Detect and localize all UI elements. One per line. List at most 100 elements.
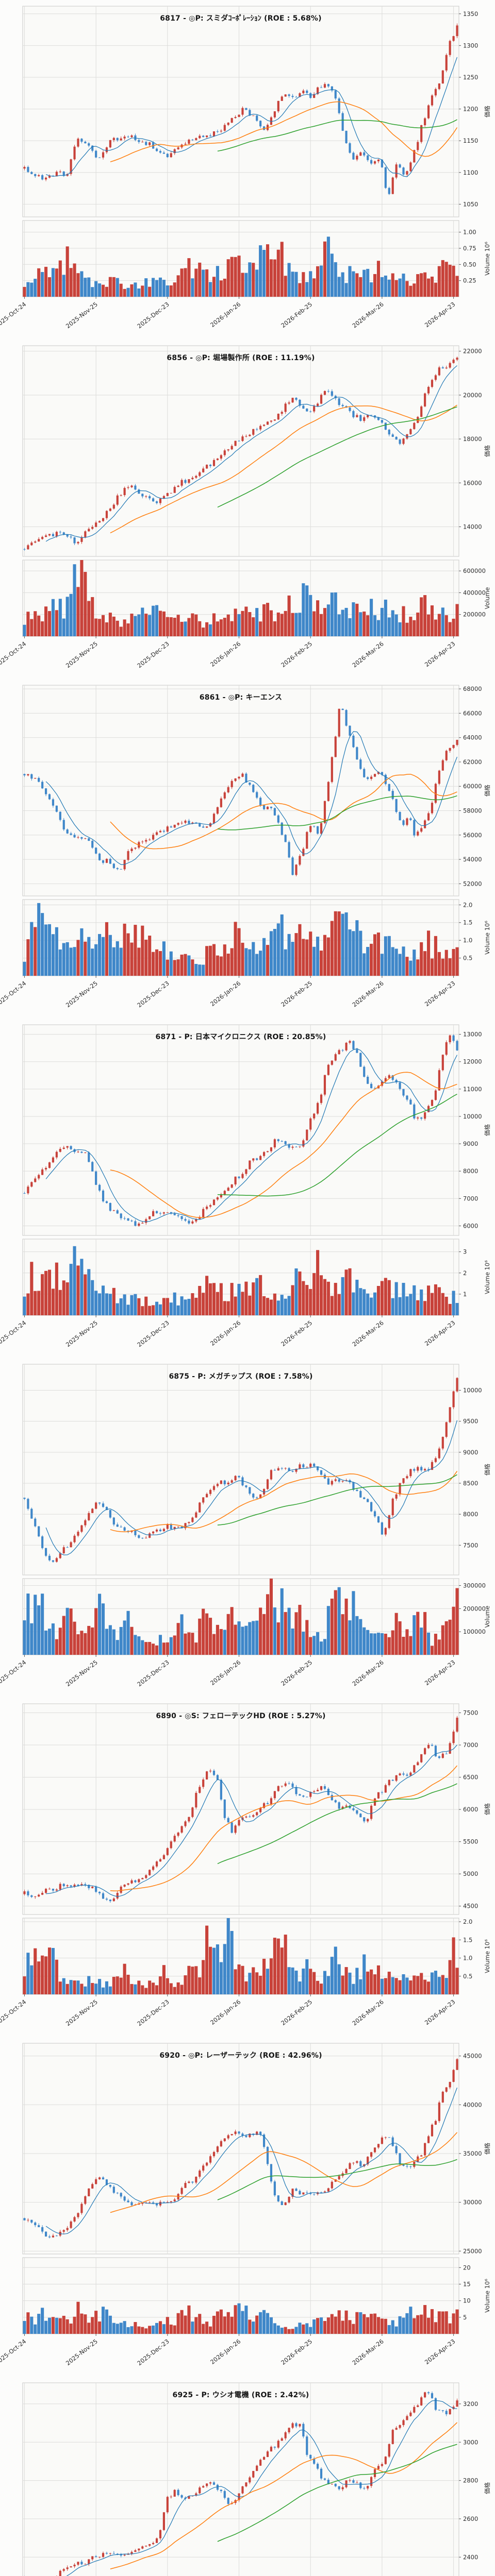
ma-long-line [217, 406, 457, 508]
candles-layer [23, 1034, 458, 1227]
date-tick-label: 2025-Oct-24 [0, 640, 27, 669]
ma-short-line [45, 2087, 458, 2234]
date-tick-label: 2026-Jan-26 [209, 640, 242, 668]
chart-canvas-6861: 52000 54000 56000 58000 60000 62000 64000 66000… [0, 685, 491, 1009]
svg-text:300000: 300000 [463, 1582, 486, 1589]
svg-text:68000: 68000 [463, 685, 482, 692]
svg-text:2.0: 2.0 [463, 901, 472, 908]
ma-long-line [217, 1094, 457, 1197]
svg-text:45000: 45000 [463, 2053, 482, 2060]
volume-axis-label: Volume 10⁶ [484, 2279, 491, 2313]
price-pane [22, 1024, 459, 1236]
svg-text:7000: 7000 [463, 1741, 478, 1749]
date-tick-label: 2026-Feb-25 [279, 2337, 314, 2366]
date-tick-label: 2025-Nov-25 [64, 300, 99, 330]
svg-text:6000: 6000 [463, 1222, 478, 1229]
ma-short-line [45, 1048, 458, 1222]
volume-axis-label: Volume 10⁶ [484, 242, 491, 276]
date-tick-label: 2026-Mar-26 [351, 300, 385, 329]
ma-mid-line [110, 2132, 458, 2213]
svg-text:0.25: 0.25 [463, 277, 476, 284]
svg-text:3000: 3000 [463, 2438, 478, 2446]
date-tick-label: 2026-Feb-25 [279, 979, 314, 1008]
svg-text:0.5: 0.5 [463, 1973, 472, 1980]
date-tick-label: 2026-Apr-23 [423, 1658, 457, 1687]
date-tick-label: 2026-Mar-26 [351, 1319, 385, 1348]
svg-text:2600: 2600 [463, 2515, 478, 2522]
price-pane [22, 2382, 459, 2576]
chart-canvas-6890: 4500 5000 5500 6000 6500 7000 7500 0.5 1.0 1.5 2.0… [0, 1703, 491, 2027]
svg-text:20: 20 [463, 2264, 471, 2271]
svg-text:7500: 7500 [463, 1709, 478, 1717]
date-tick-label: 2025-Nov-25 [64, 1998, 99, 2027]
svg-text:22000: 22000 [463, 348, 482, 355]
svg-text:6000: 6000 [463, 1806, 478, 1813]
price-axis-label: 価格 [484, 445, 491, 457]
price-pane [22, 685, 459, 896]
svg-text:3: 3 [463, 1248, 467, 1256]
date-tick-label: 2026-Feb-25 [279, 640, 314, 669]
date-tick-label: 2026-Jan-26 [209, 300, 242, 328]
date-tick-label: 2025-Nov-25 [64, 979, 99, 1009]
ma-mid-line [110, 101, 458, 162]
date-tick-label: 2025-Dec-23 [136, 300, 170, 330]
svg-text:8000: 8000 [463, 1511, 478, 1518]
volume-axis-label: Volume 10⁶ [484, 1939, 491, 1973]
svg-text:1.5: 1.5 [463, 919, 472, 926]
stock-chart-6920: 25000 30000 35000 40000 45000 5 10 15 20 2025-Oct… [0, 2037, 495, 2377]
svg-text:40000: 40000 [463, 2101, 482, 2108]
price-axis-label: 価格 [484, 1124, 491, 1137]
ma-long-line [217, 1474, 457, 1526]
svg-text:13000: 13000 [463, 1031, 482, 1038]
stock-chart-6861: 52000 54000 56000 58000 60000 62000 64000 66000… [0, 679, 495, 1019]
svg-text:8000: 8000 [463, 1167, 478, 1175]
stock-chart-6856: 14000 16000 18000 20000 22000 200000 400000 600… [0, 340, 495, 679]
price-axis-label: 価格 [484, 1464, 491, 1476]
volume-axis-label: Volume 10⁶ [484, 1260, 491, 1294]
date-tick-label: 2025-Dec-23 [136, 1319, 170, 1348]
price-axis-label: 価格 [484, 2143, 491, 2155]
date-tick-label: 2026-Apr-23 [423, 300, 457, 329]
date-tick-label: 2026-Apr-23 [423, 1319, 457, 1347]
date-tick-label: 2025-Dec-23 [136, 1998, 170, 2027]
stock-chart-6890: 4500 5000 5500 6000 6500 7000 7500 0.5 1.0 1.5 2.0… [0, 1698, 495, 2037]
date-tick-label: 2025-Nov-25 [64, 2337, 99, 2367]
volume-axis-label: Volume [484, 1606, 491, 1628]
svg-text:56000: 56000 [463, 832, 482, 839]
date-tick-label: 2025-Oct-24 [0, 300, 27, 329]
volume-bars-layer [23, 1918, 459, 1994]
date-tick-label: 2026-Mar-26 [351, 2337, 385, 2366]
date-tick-label: 2026-Jan-26 [209, 2337, 242, 2365]
ma-short-line [66, 2400, 457, 2576]
stock-chart-6817: 1050 1100 1150 1200 1250 1300 1350 0.25 0.50 0.75… [0, 0, 495, 340]
svg-text:5: 5 [463, 2314, 467, 2321]
date-tick-label: 2025-Dec-23 [136, 1658, 170, 1688]
svg-text:1150: 1150 [463, 137, 478, 144]
svg-text:1350: 1350 [463, 10, 478, 18]
svg-text:600000: 600000 [463, 567, 486, 574]
grid-layer [23, 346, 459, 636]
svg-text:0.50: 0.50 [463, 261, 476, 268]
svg-text:0.75: 0.75 [463, 245, 476, 252]
ma-long-line [217, 2159, 457, 2200]
date-tick-label: 2025-Nov-25 [64, 640, 99, 669]
date-tick-label: 2025-Oct-24 [0, 979, 27, 1008]
date-tick-label: 2025-Dec-23 [136, 640, 170, 669]
svg-text:15: 15 [463, 2280, 471, 2287]
chart-canvas-6875: 7500 8000 8500 9000 9500 10000 100000 200000 300… [0, 1364, 491, 1688]
svg-text:14000: 14000 [463, 523, 482, 530]
svg-text:8500: 8500 [463, 1480, 478, 1487]
date-tick-label: 2025-Oct-24 [0, 1319, 27, 1348]
volume-bars-layer [23, 1246, 459, 1315]
volume-axis-label: Volume 10⁶ [484, 921, 491, 955]
svg-text:1.0: 1.0 [463, 937, 472, 944]
svg-text:2: 2 [463, 1269, 467, 1277]
ma-mid-line [110, 773, 457, 850]
svg-text:2400: 2400 [463, 2553, 478, 2561]
svg-text:66000: 66000 [463, 709, 482, 717]
ma-short-line [46, 1744, 457, 1897]
svg-text:52000: 52000 [463, 880, 482, 887]
date-tick-label: 2025-Oct-24 [0, 1658, 27, 1687]
chart-canvas-6920: 25000 30000 35000 40000 45000 5 10 15 20 2025-Oct… [0, 2043, 491, 2367]
